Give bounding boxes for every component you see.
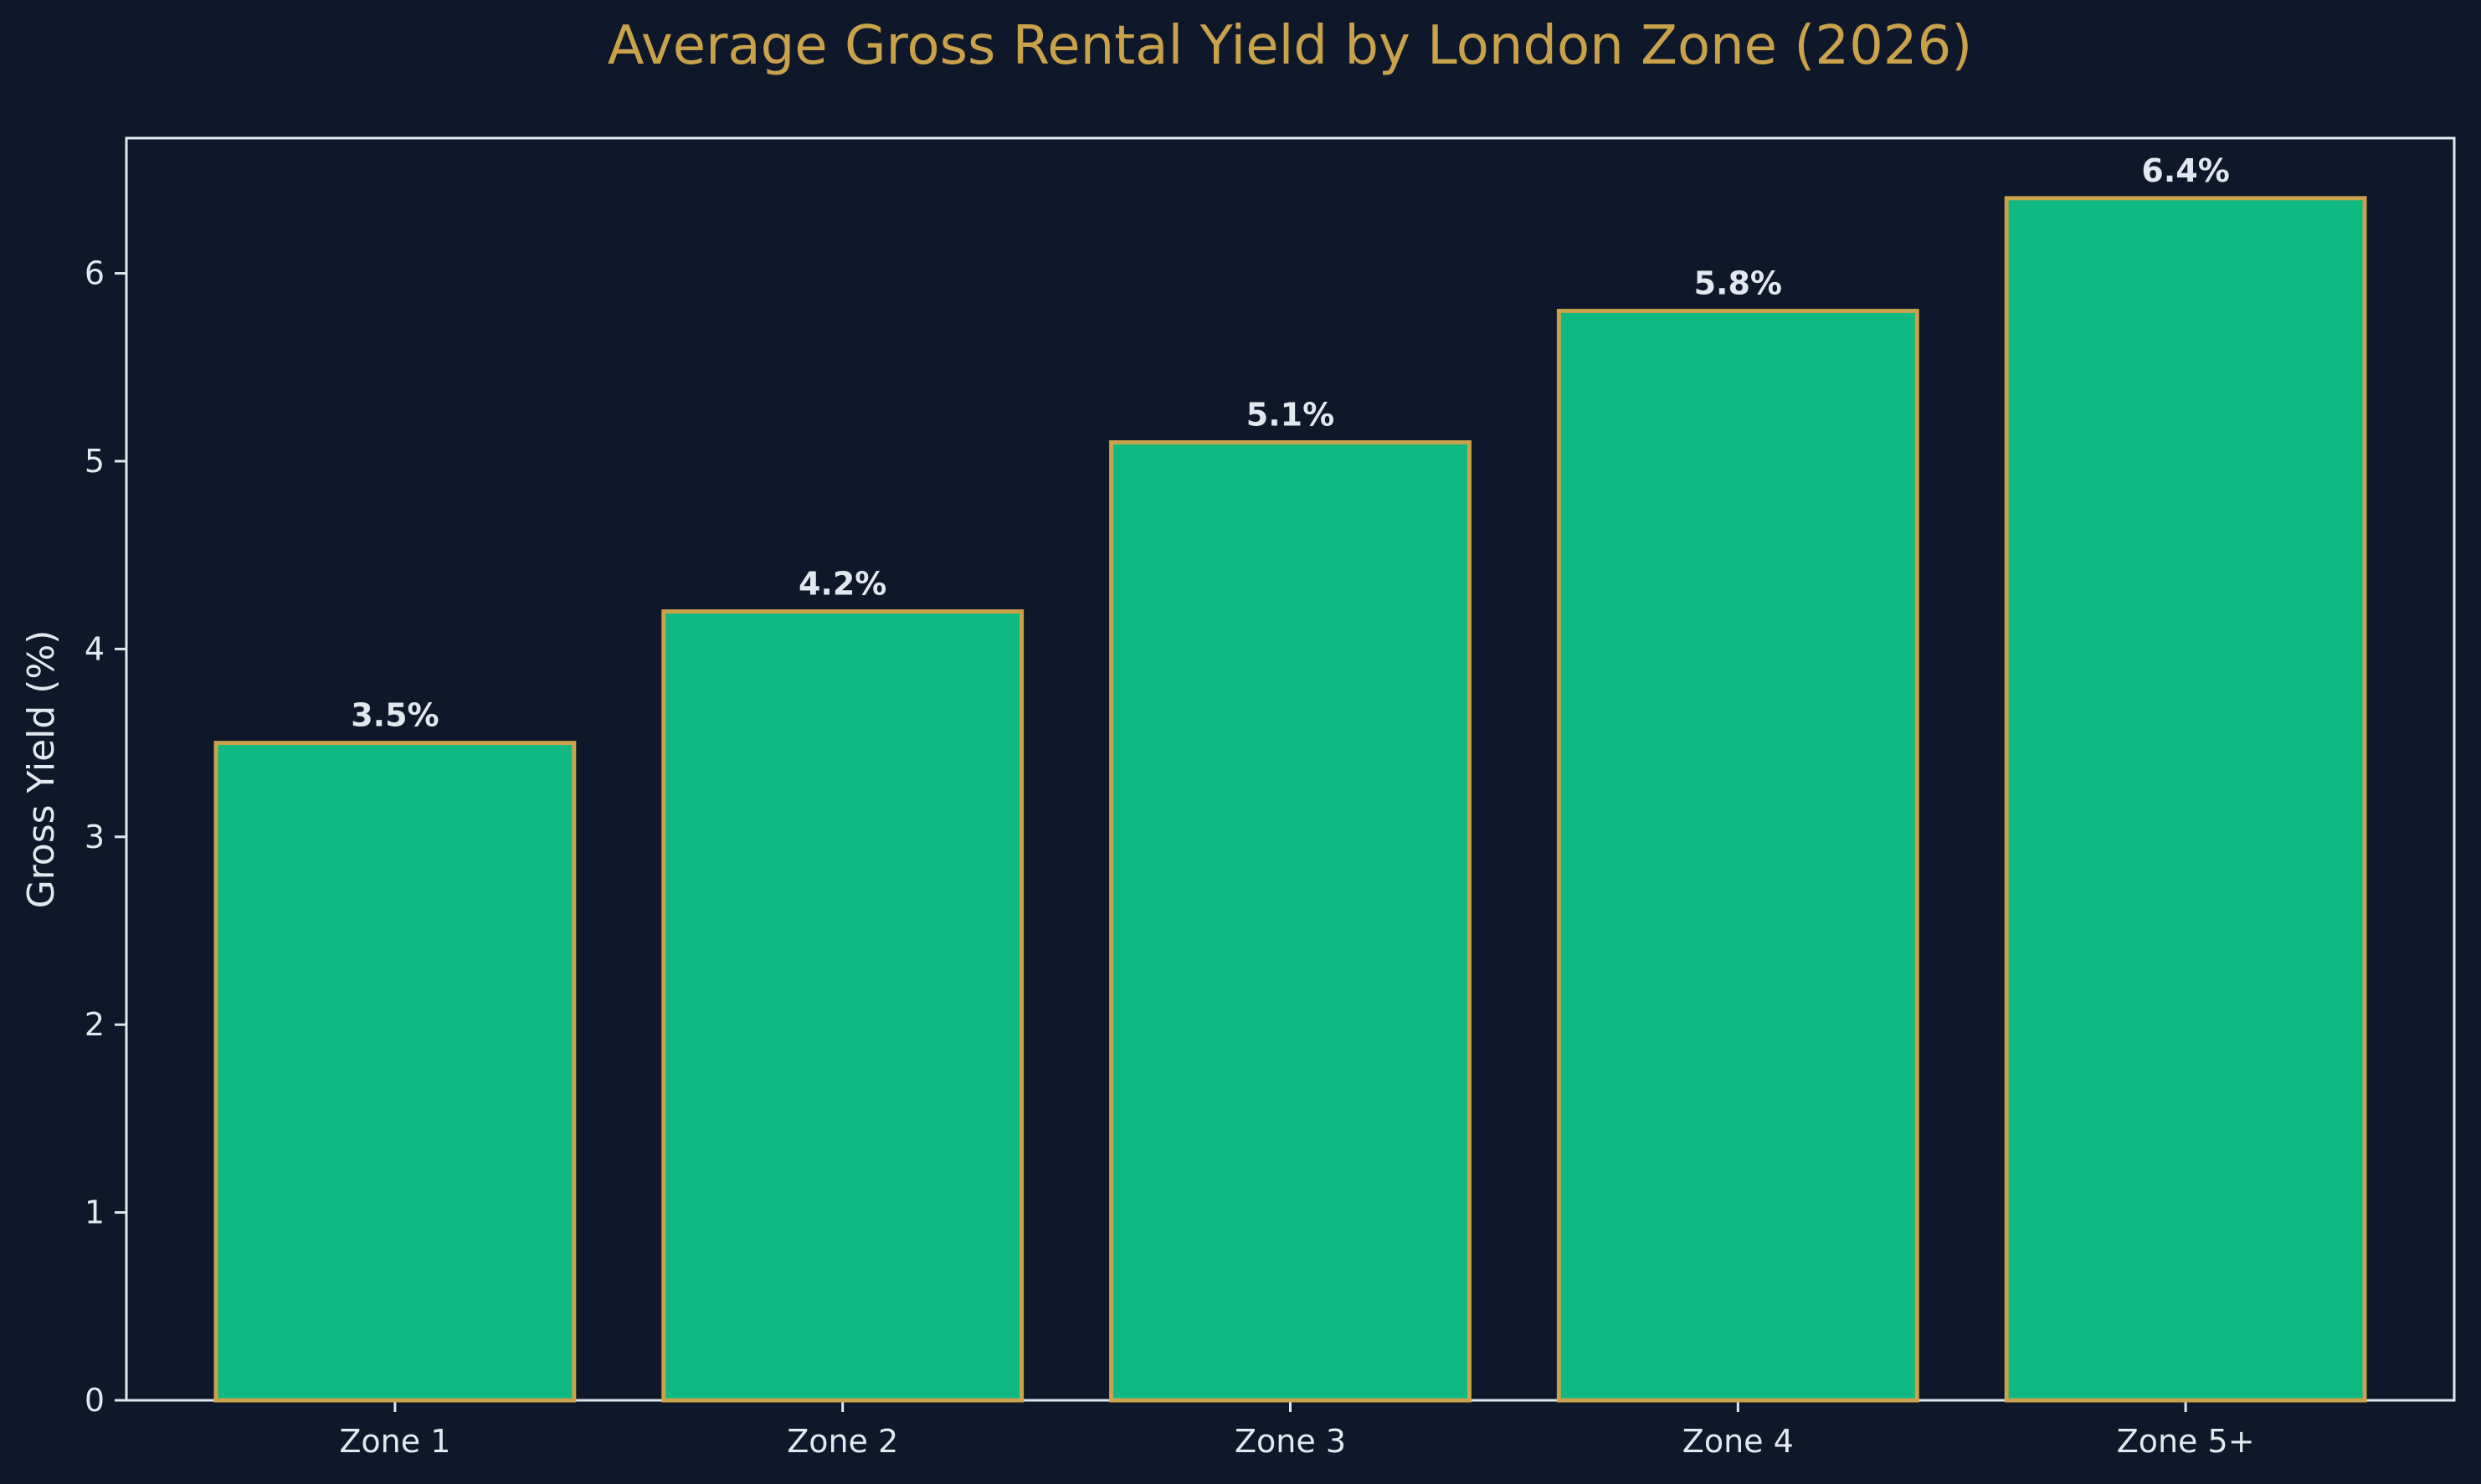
- bar-zone-1: [213, 741, 577, 1403]
- bar-zone-5: [2004, 196, 2367, 1403]
- y-axis-label: Gross Yield (%): [20, 630, 63, 909]
- x-tick-label: Zone 1: [339, 1423, 450, 1460]
- bar-zone-3: [1109, 440, 1472, 1403]
- y-tick-label: 3: [85, 819, 105, 855]
- y-tick-label: 6: [85, 255, 105, 292]
- y-tick-label: 5: [85, 443, 105, 480]
- y-tick-label: 0: [85, 1382, 105, 1419]
- y-axis: 0 1 2 3 4 5 6: [85, 255, 126, 1419]
- x-tick-label: Zone 4: [1682, 1423, 1794, 1460]
- x-axis: Zone 1 Zone 2 Zone 3 Zone 4 Zone 5+: [339, 1400, 2255, 1460]
- data-label: 5.1%: [1246, 397, 1334, 434]
- y-tick-label: 2: [85, 1006, 105, 1043]
- data-label: 6.4%: [2141, 152, 2229, 189]
- data-label: 3.5%: [351, 697, 439, 734]
- x-tick-label: Zone 2: [787, 1423, 898, 1460]
- y-tick-label: 1: [85, 1194, 105, 1231]
- chart-title: Average Gross Rental Yield by London Zon…: [608, 15, 1972, 77]
- bar-zone-2: [661, 609, 1025, 1403]
- x-tick-label: Zone 3: [1235, 1423, 1346, 1460]
- data-label: 5.8%: [1694, 264, 1782, 301]
- data-label: 4.2%: [799, 566, 886, 603]
- y-tick-label: 4: [85, 630, 105, 667]
- x-tick-label: Zone 5+: [2117, 1423, 2255, 1460]
- data-labels: 3.5% 4.2% 5.1% 5.8% 6.4%: [351, 152, 2230, 734]
- bar-zone-4: [1556, 308, 1919, 1403]
- bars: [213, 196, 2367, 1403]
